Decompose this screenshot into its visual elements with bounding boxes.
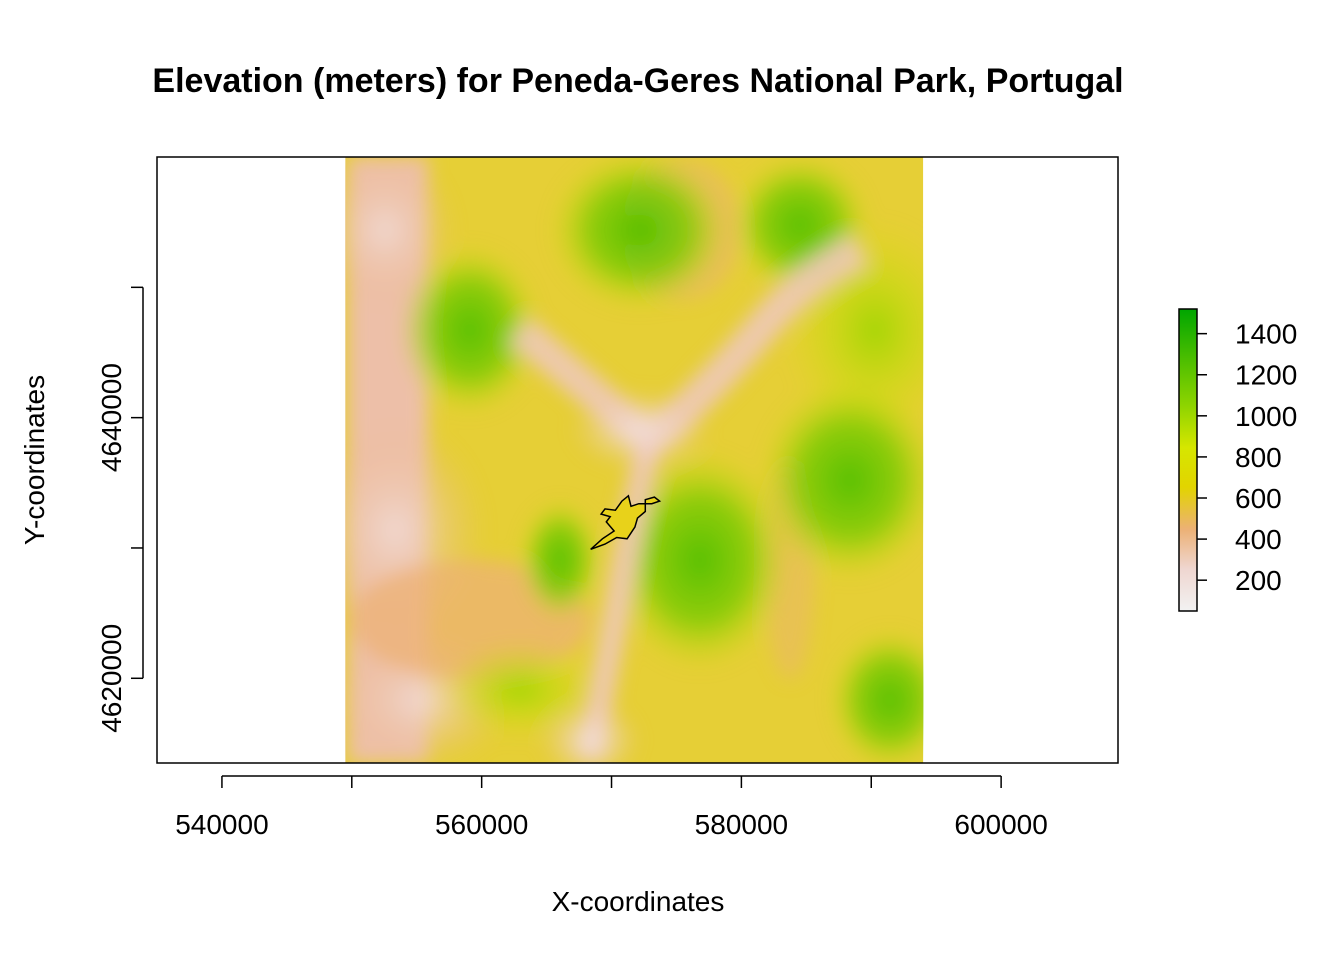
river-valley (508, 234, 868, 462)
elevation-raster (345, 157, 924, 763)
colorbar-tick-label: 400 (1235, 524, 1282, 555)
hill-south-mid (520, 500, 600, 620)
colorbar-tick-label: 200 (1235, 565, 1282, 596)
colorbar-ticks: 200 400 600 800 1000 1200 1400 (1197, 319, 1297, 596)
x-axis-label: X-coordinates (552, 886, 725, 917)
colorbar-tick-label: 1000 (1235, 401, 1297, 432)
hill-east-mid (760, 380, 924, 580)
colorbar-legend: 200 400 600 800 1000 1200 1400 (1178, 308, 1297, 612)
colorbar (1178, 308, 1198, 612)
y-tick-label: 4620000 (96, 624, 127, 733)
hill-southeast (830, 630, 924, 763)
hill-central-south (610, 450, 790, 670)
chart-title: Elevation (meters) for Peneda-Geres Nati… (152, 62, 1123, 100)
colorbar-tick-label: 600 (1235, 483, 1282, 514)
valley-center (570, 390, 710, 470)
colorbar-tick-label: 1400 (1235, 319, 1297, 350)
x-tick-label: 540000 (175, 809, 268, 840)
plot-frame (156, 156, 1119, 764)
x-axis: 540000 560000 580000 600000 (175, 775, 1048, 840)
valley-south (540, 700, 640, 763)
raster-terrain (345, 157, 924, 763)
y-axis: 4620000 4640000 (96, 286, 144, 733)
x-tick-label: 560000 (435, 809, 528, 840)
study-area-outline (590, 494, 662, 551)
y-axis-label: Y-coordinates (19, 375, 50, 545)
colorbar-tick-label: 800 (1235, 442, 1282, 473)
hill-northwest (400, 245, 540, 415)
x-tick-label: 580000 (695, 809, 788, 840)
y-tick-label: 4640000 (96, 363, 127, 472)
x-tick-label: 600000 (954, 809, 1047, 840)
colorbar-tick-label: 1200 (1235, 360, 1297, 391)
hill-north (550, 157, 730, 310)
